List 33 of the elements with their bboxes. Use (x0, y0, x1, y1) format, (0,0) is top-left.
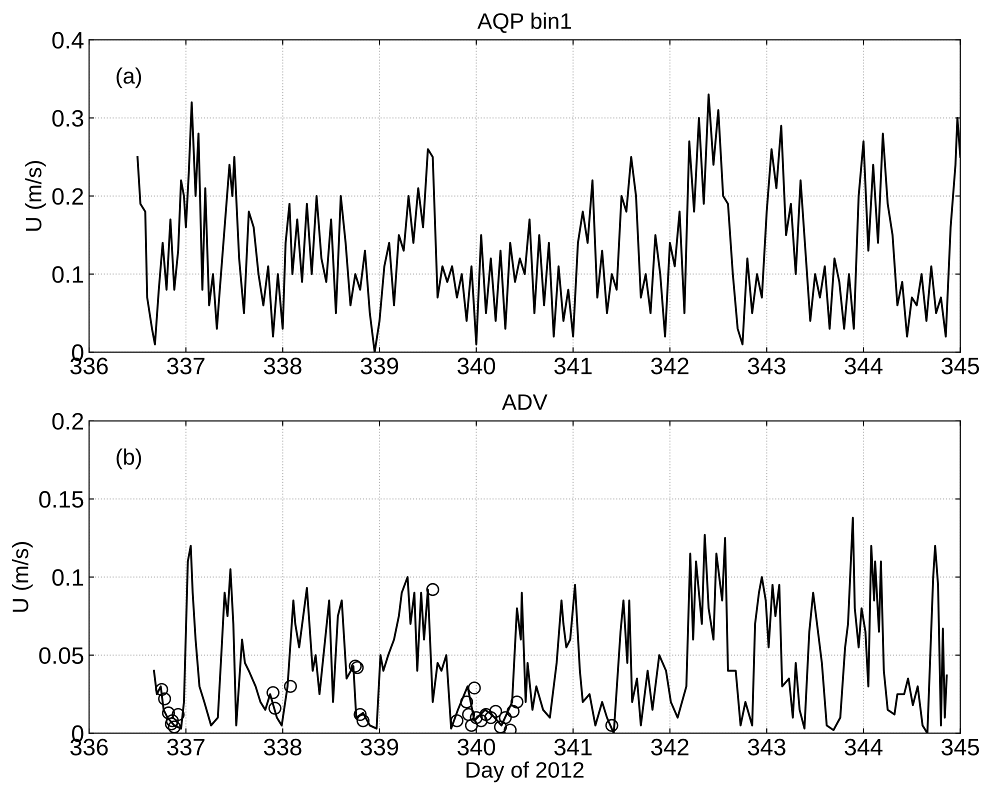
x-tick-label: 344 (844, 738, 883, 756)
annotation: (b) (116, 448, 142, 470)
y-tick-label: 0.1 (52, 266, 84, 283)
x-tick-label: 340 (458, 738, 496, 756)
x-tick-label: 341 (554, 358, 592, 374)
x-tick-label: 340 (458, 358, 496, 374)
x-tick-label: 339 (360, 738, 398, 756)
y-tick-label: 0.2 (52, 188, 84, 205)
x-tick-label: 341 (554, 738, 592, 756)
x-tick-label: 339 (360, 358, 398, 374)
x-tick-label: 342 (651, 738, 688, 756)
chart-title: AQP bin1 (477, 12, 571, 33)
y-tick-label: 0.1 (52, 569, 84, 586)
x-tick-label: 337 (167, 358, 204, 374)
chart-title: ADV (502, 394, 548, 410)
y-tick-label: 0.05 (39, 647, 84, 664)
x-tick-label: 342 (651, 358, 688, 374)
y-axis-title: U (m/s) (12, 542, 33, 612)
x-tick-label: 345 (942, 358, 980, 374)
y-tick-label: 0.2 (52, 412, 84, 430)
x-tick-label: 337 (167, 738, 204, 756)
x-tick-label: 345 (942, 738, 980, 756)
y-axis-title: U (m/s) (25, 160, 46, 231)
y-tick-label: 0.4 (52, 32, 84, 49)
x-tick-label: 343 (748, 358, 786, 374)
x-tick-label: 338 (264, 738, 302, 756)
annotation: (a) (116, 67, 142, 88)
x-tick-label: 343 (748, 738, 786, 756)
x-axis-title: Day of 2012 (466, 762, 584, 782)
x-tick-label: 338 (264, 358, 302, 374)
y-tick-label: 0.3 (52, 110, 84, 127)
x-tick-label: 344 (844, 358, 883, 374)
y-tick-label: 0.15 (39, 491, 84, 508)
